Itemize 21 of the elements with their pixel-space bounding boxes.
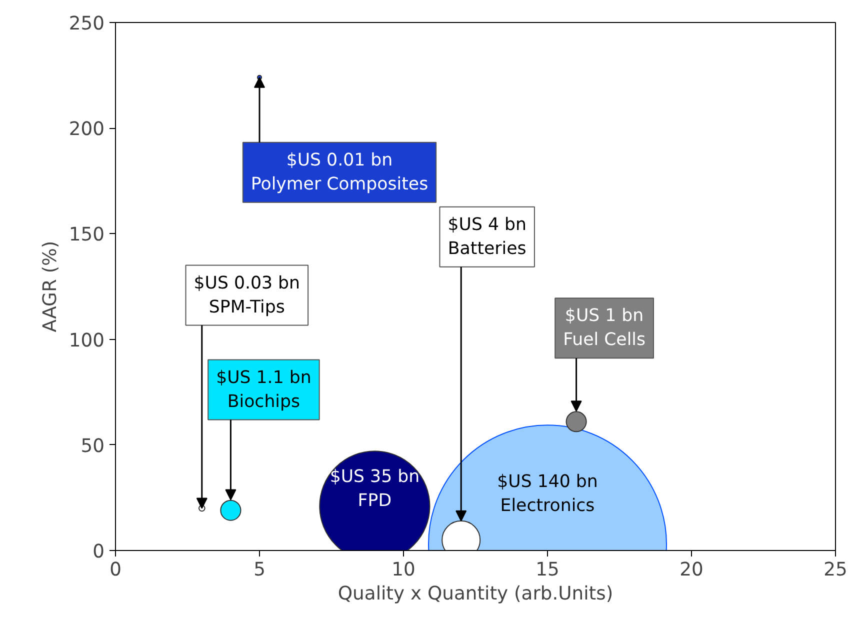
annotation: $US 0.03 bn SPM-Tips <box>194 273 300 318</box>
x-tick-label: 20 <box>680 560 704 580</box>
x-tick-label: 15 <box>536 560 560 580</box>
x-tick-label: 5 <box>254 560 266 580</box>
y-tick-label: 0 <box>92 542 105 562</box>
annotation: $US 140 bn Electronics <box>497 472 598 516</box>
x-tick-label: 10 <box>392 560 416 580</box>
y-axis-title: AAGR (%) <box>40 240 61 332</box>
x-tick-label: 0 <box>110 560 122 580</box>
y-tick-label: 200 <box>68 119 104 140</box>
annotation: $US 0.01 bn Polymer Composites <box>250 150 428 194</box>
annotation: $US 1.1 bn Biochips <box>216 368 312 412</box>
x-axis-title: Quality x Quantity (arb.Units) <box>338 584 614 604</box>
annotation: $US 35 bn FPD <box>330 467 420 512</box>
y-tick-label: 50 <box>80 436 105 457</box>
y-tick-label: 150 <box>68 224 104 246</box>
x-tick-label: 25 <box>824 560 848 580</box>
y-tick-label: 100 <box>68 330 104 352</box>
annotation: $US 1 bn Fuel Cells <box>563 306 646 350</box>
annotation: $US 4 bn Batteries <box>448 214 526 259</box>
y-tick-label: 250 <box>68 14 104 34</box>
